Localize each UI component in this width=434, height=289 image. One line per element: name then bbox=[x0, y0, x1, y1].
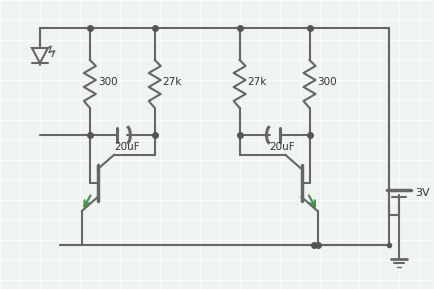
Text: 27k: 27k bbox=[248, 77, 267, 87]
Text: 300: 300 bbox=[318, 77, 337, 87]
Text: 20uF: 20uF bbox=[270, 142, 295, 152]
Text: 300: 300 bbox=[98, 77, 118, 87]
Text: 20uF: 20uF bbox=[114, 142, 140, 152]
Text: 3V: 3V bbox=[415, 188, 430, 198]
Text: 27k: 27k bbox=[163, 77, 182, 87]
